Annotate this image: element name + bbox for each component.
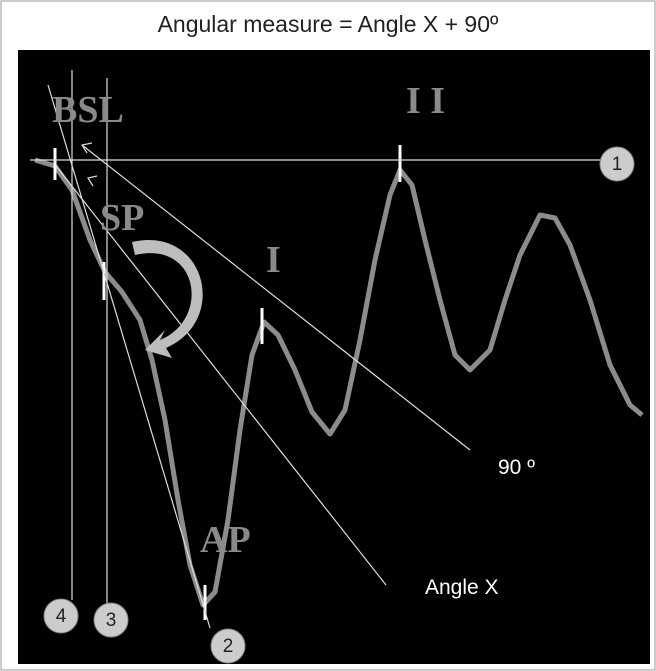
marker: 4 bbox=[44, 599, 78, 633]
marker-label: 3 bbox=[106, 610, 117, 631]
marker-label: 2 bbox=[223, 636, 234, 657]
marker-label: 1 bbox=[612, 154, 623, 175]
marker: 3 bbox=[94, 603, 128, 637]
annotation: 90 º bbox=[498, 456, 535, 479]
title: Angular measure = Angle X + 90º bbox=[158, 11, 499, 37]
marker: 1 bbox=[600, 147, 634, 181]
wave-label: AP bbox=[200, 519, 251, 561]
wave-label: I I bbox=[406, 80, 445, 122]
wave-label: BSL bbox=[52, 89, 124, 131]
panel bbox=[18, 50, 650, 664]
wave-label: SP bbox=[100, 197, 144, 239]
marker-label: 4 bbox=[56, 606, 67, 627]
annotation: Angle X bbox=[425, 576, 499, 599]
diagram: Angular measure = Angle X + 90º BSL SP I… bbox=[0, 0, 656, 671]
wave-label: I bbox=[266, 239, 281, 281]
marker: 2 bbox=[211, 629, 245, 663]
